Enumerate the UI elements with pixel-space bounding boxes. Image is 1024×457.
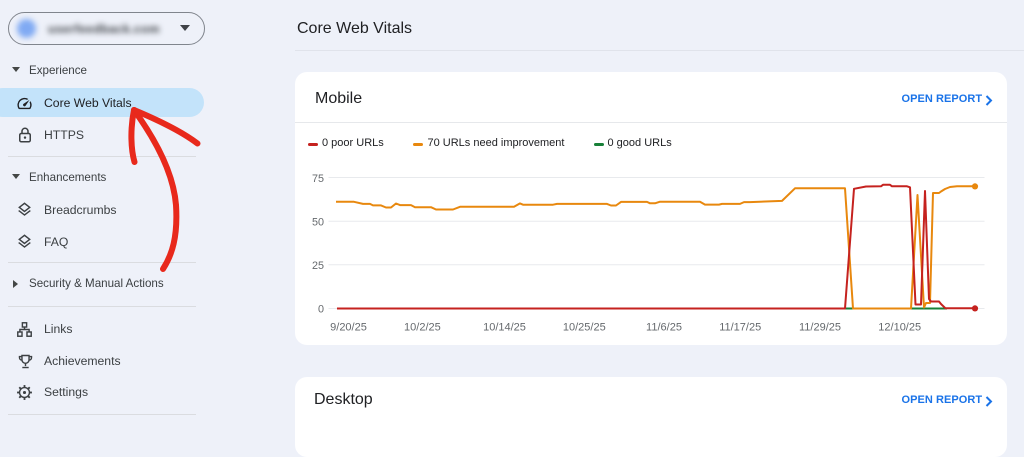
svg-text:12/10/25: 12/10/25 <box>878 322 921 334</box>
svg-text:10/25/25: 10/25/25 <box>563 322 606 334</box>
svg-text:9/20/25: 9/20/25 <box>330 322 367 334</box>
svg-text:25: 25 <box>312 260 324 272</box>
svg-text:11/29/25: 11/29/25 <box>799 322 841 334</box>
svg-text:50: 50 <box>312 217 324 229</box>
svg-text:10/14/25: 10/14/25 <box>483 322 526 334</box>
svg-text:10/2/25: 10/2/25 <box>404 322 441 334</box>
svg-text:0: 0 <box>318 303 324 315</box>
svg-text:11/17/25: 11/17/25 <box>719 322 761 334</box>
svg-text:11/6/25: 11/6/25 <box>646 322 682 334</box>
svg-text:75: 75 <box>312 173 324 185</box>
